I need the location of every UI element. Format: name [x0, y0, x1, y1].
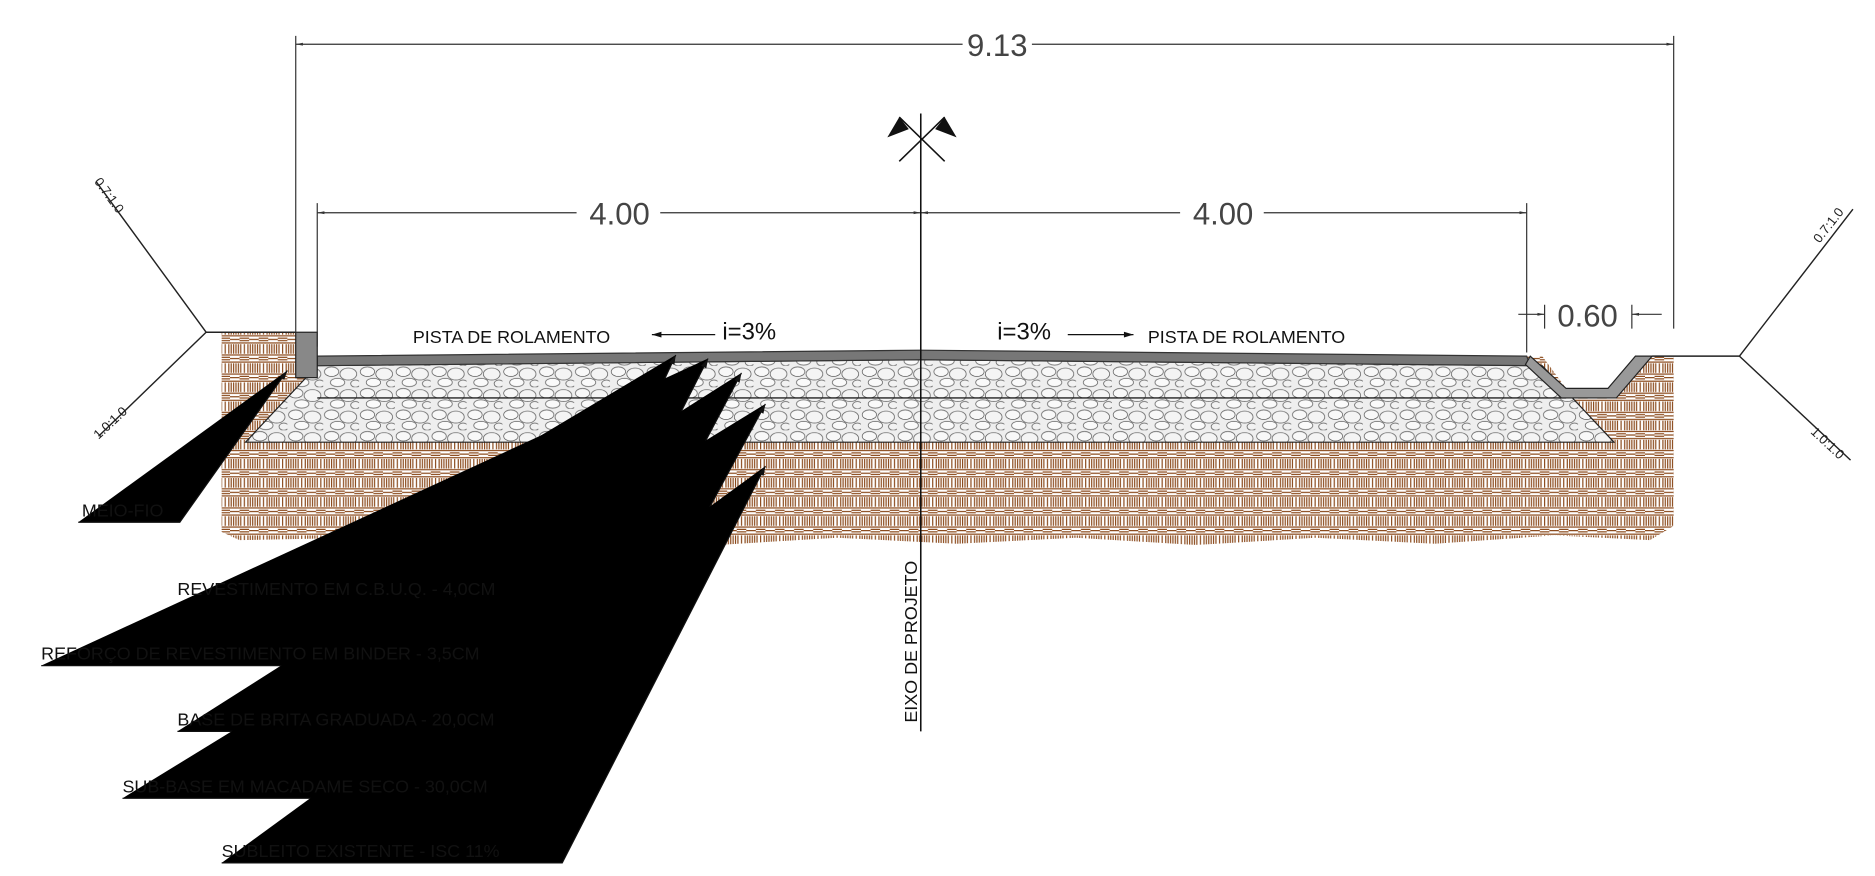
- dimension: 9.13: [967, 28, 1027, 63]
- callout-label: SUB-BASE EM MACADAME SECO - 30,0CM: [122, 776, 487, 796]
- axis: EIXO DE PROJETO: [887, 113, 957, 732]
- slope-label: 1.0:1.0: [1808, 424, 1848, 462]
- slope-label: 1.0:1.0: [90, 404, 130, 442]
- dimensions: [295, 35, 1675, 353]
- slope-label: 0.7:1.0: [91, 175, 127, 216]
- dimension: 4.00: [1193, 197, 1253, 232]
- callout-label: SUBLEITO EXISTENTE - ISC 11%: [222, 841, 500, 861]
- callout-label: BASE DE BRITA GRADUADA - 20,0CM: [177, 709, 494, 729]
- dimension: 0.60: [1557, 298, 1617, 333]
- dimension: 4.00: [589, 197, 649, 232]
- grade: i=3%: [722, 318, 776, 345]
- lane-label: PISTA DE ROLAMENTO: [1148, 327, 1345, 347]
- lane-label: PISTA DE ROLAMENTO: [413, 327, 610, 347]
- callout-label: REVESTIMENTO EM C.B.U.Q. - 4,0CM: [177, 579, 495, 599]
- callout-label: MEIO-FIO: [82, 500, 164, 520]
- curb: [295, 331, 318, 379]
- grade: i=3%: [997, 318, 1051, 345]
- axis-label: EIXO DE PROJETO: [901, 561, 921, 723]
- section: 0.7:1.0 1.0:1.0 0.7:1.0 1.0:1.0: [90, 175, 1854, 545]
- callout-label: REFORÇO DE REVESTIMENTO EM BINDER - 3,5C…: [41, 644, 479, 664]
- base-layers: [244, 359, 1616, 443]
